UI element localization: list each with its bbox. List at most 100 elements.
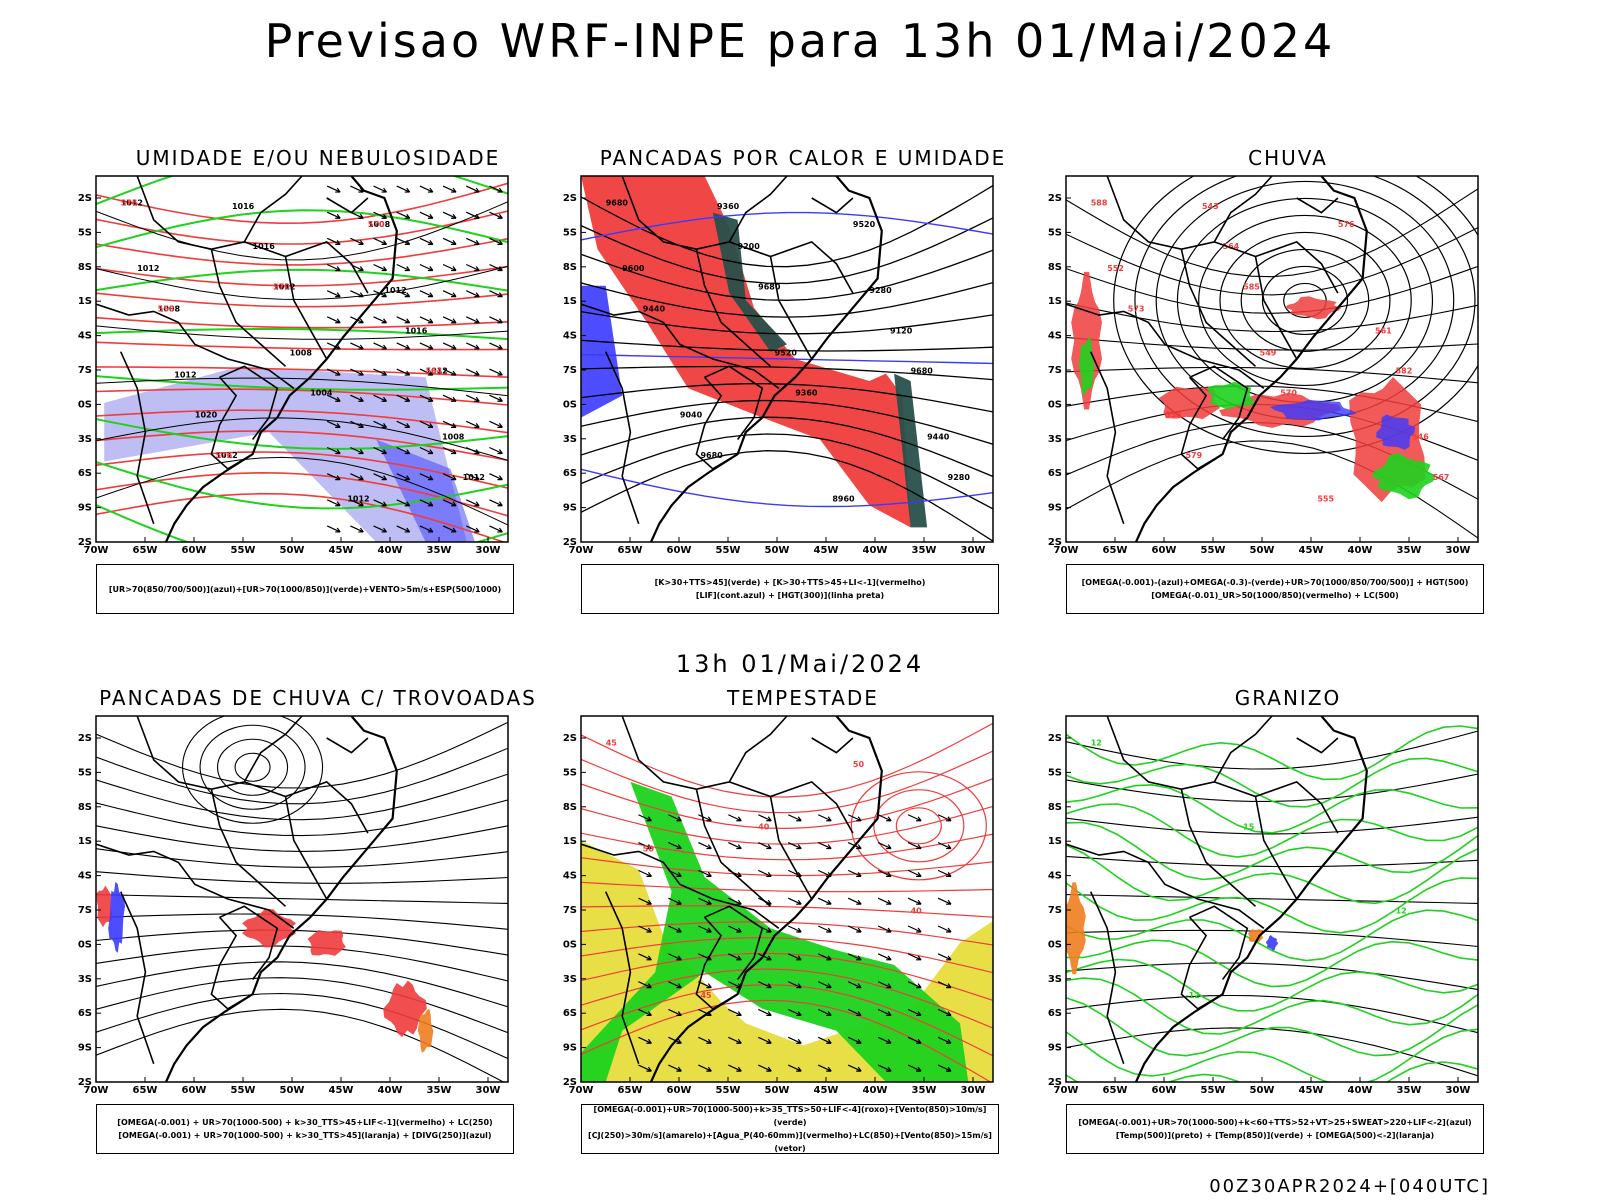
wind-vector <box>326 368 341 376</box>
height-300-contour <box>581 450 993 542</box>
lifted-index-area <box>581 285 623 418</box>
coastline <box>164 716 398 1082</box>
isobar <box>96 456 508 526</box>
omega-orange <box>1247 929 1264 943</box>
state-border <box>604 351 640 524</box>
lat-tick-label: 33S <box>1048 974 1062 985</box>
wind-vector-850 <box>817 842 832 850</box>
state-border <box>284 796 328 900</box>
wind-vector <box>326 394 341 402</box>
contour-label: 9520 <box>853 220 876 229</box>
contour-label: 40 <box>911 907 923 916</box>
wind-vector <box>350 237 364 245</box>
lon-tick-label: 30W <box>961 1085 986 1096</box>
contour-label: 564 <box>426 367 443 376</box>
wind-vector-850 <box>877 1064 892 1072</box>
storm-orange <box>417 1008 434 1053</box>
contour-label: 570 <box>1280 389 1297 398</box>
lat-tick-label: 18S <box>1048 262 1062 273</box>
low-level-humidity-contour <box>96 375 508 391</box>
contour-label: 1012 <box>121 198 143 207</box>
wind-vector <box>442 499 457 507</box>
lon-tick-label: 45W <box>814 545 839 556</box>
state-border <box>1214 780 1339 834</box>
streamline-850 <box>581 999 992 1082</box>
lon-tick-label: 65W <box>618 1085 643 1096</box>
contour-label: 1008 <box>442 433 465 442</box>
wind-vector <box>326 446 341 455</box>
wind-vector <box>489 185 503 193</box>
height-300-contour <box>581 399 993 445</box>
wind-vector <box>442 525 457 533</box>
wind-vector-850 <box>907 814 922 822</box>
lat-tick-label: 30S <box>1048 939 1062 950</box>
page-title: Previsao WRF-INPE para 13h 01/Mai/2024 <box>264 14 1336 68</box>
wind-vector <box>465 525 480 533</box>
legend-box: [OMEGA(-0.001)+UR>70(1000-500)+k>35_TTS>… <box>581 1104 999 1154</box>
low-level-humidity-contour <box>96 209 508 249</box>
wind-vector <box>350 342 364 350</box>
contour-label: 9680 <box>606 198 629 207</box>
streamline-250 <box>96 929 508 956</box>
lon-tick-label: 60W <box>182 545 207 556</box>
wind-vector-850 <box>668 897 682 905</box>
temperature-850 <box>1066 725 1478 781</box>
wind-vector <box>396 342 411 350</box>
lat-tick-label: 15S <box>1048 767 1062 778</box>
state-border <box>1066 303 1265 389</box>
wind-vector-850 <box>907 869 922 877</box>
wind-vector-850 <box>787 814 802 822</box>
wind-vector <box>442 446 457 455</box>
footer-run-stamp: 00Z30APR2024+[040UTC] <box>1209 1176 1490 1197</box>
wind-vector-850 <box>817 1036 832 1044</box>
height-500-contour <box>1066 227 1478 296</box>
streamline-850 <box>850 771 987 881</box>
wind-vector <box>350 499 364 507</box>
lat-tick-label: 39S <box>78 503 92 514</box>
temperature-850 <box>1066 783 1478 834</box>
state-border <box>1066 843 1265 929</box>
wind-vector-850 <box>877 1036 892 1044</box>
rain-red <box>1071 271 1102 410</box>
wind-vector-850 <box>787 981 802 989</box>
wind-vector <box>419 499 434 507</box>
state-border <box>1180 789 1257 907</box>
humidity-mid-levels <box>104 366 467 542</box>
lat-tick-label: 36S <box>1048 1008 1062 1019</box>
wind-vector-850 <box>698 925 712 933</box>
streamline-850 <box>581 805 993 845</box>
thickness-contour <box>96 409 508 434</box>
state-border <box>1180 916 1224 1010</box>
height-500-contour <box>1066 366 1478 384</box>
wind-vector <box>396 420 411 428</box>
wind-vector <box>326 316 341 324</box>
lon-tick-label: 35W <box>1397 545 1422 556</box>
contour-label: 567 <box>1433 473 1450 482</box>
lon-tick-label: 70W <box>569 1085 594 1096</box>
state-border <box>729 780 854 834</box>
wind-vector-850 <box>877 842 892 850</box>
temperature-500 <box>1066 855 1478 868</box>
wind-vector <box>442 237 457 245</box>
wind-vector <box>465 420 480 428</box>
rain-green <box>1078 337 1095 396</box>
lat-tick-label: 12S <box>1048 193 1062 204</box>
map-granizo: 12 15 12 -12 12S 15S 18S 21S 24S 27S 30S 33S 36S 39S 4… <box>1048 715 1479 1096</box>
wind-vector-850 <box>817 814 832 822</box>
lat-tick-label: 36S <box>563 468 577 479</box>
legend-line-2: [OMEGA(-0.001) + UR>70(1000-500) + k>30_… <box>118 1131 492 1140</box>
state-border <box>1180 249 1257 367</box>
panel-title: GRANIZO <box>1234 686 1342 710</box>
streamline-250 <box>96 799 508 837</box>
wind-vector <box>419 394 434 402</box>
wind-vector <box>326 211 341 219</box>
contour-label: 9120 <box>890 326 913 335</box>
lon-tick-label: 55W <box>716 545 741 556</box>
lat-tick-label: 42S <box>563 1077 577 1088</box>
thickness-contour <box>96 292 508 308</box>
lon-tick-label: 30W <box>961 545 986 556</box>
lat-tick-label: 39S <box>1048 1043 1062 1054</box>
wind-vector <box>442 394 457 402</box>
streamline-250 <box>96 871 508 884</box>
wind-vector <box>350 446 364 455</box>
